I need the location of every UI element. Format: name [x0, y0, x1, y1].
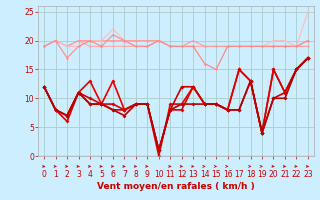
X-axis label: Vent moyen/en rafales ( km/h ): Vent moyen/en rafales ( km/h )	[97, 182, 255, 191]
